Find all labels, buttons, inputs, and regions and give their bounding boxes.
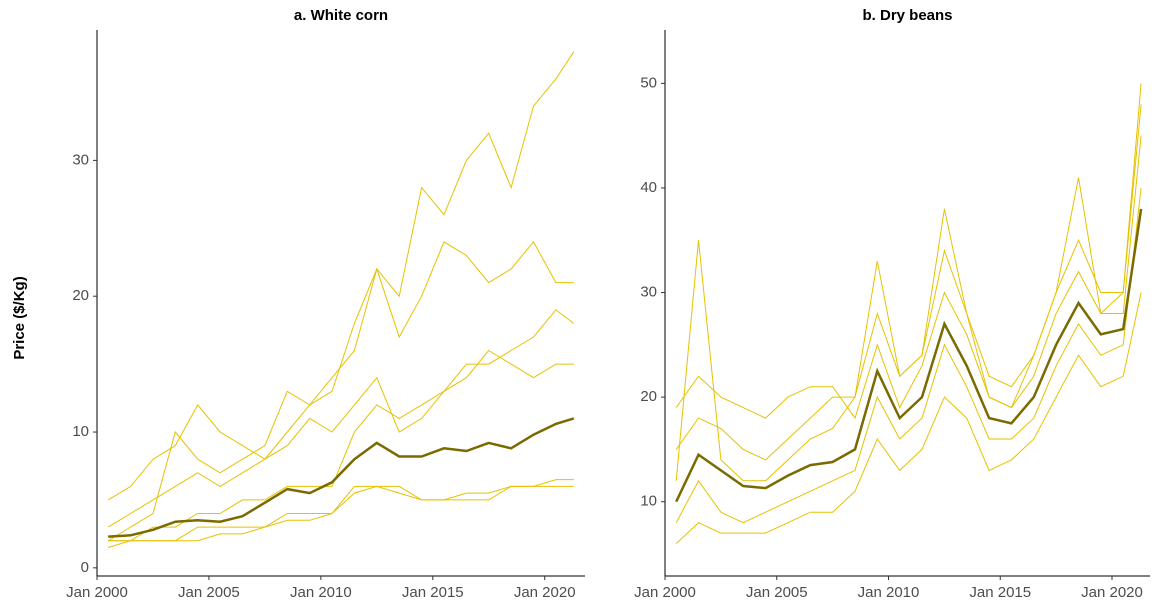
y-tick-label: 0: [81, 559, 89, 576]
price-line: [107, 51, 575, 528]
price-line: [675, 104, 1142, 461]
panel-title: a. White corn: [294, 7, 388, 24]
mean-line: [108, 417, 575, 538]
y-tick-label: 20: [640, 388, 657, 405]
x-tick-label: Jan 2000: [634, 584, 696, 601]
x-tick-label: Jan 2000: [66, 584, 128, 601]
y-tick-label: 40: [640, 179, 657, 196]
price-line: [107, 349, 574, 501]
y-tick-label: 30: [72, 151, 89, 168]
x-tick-label: Jan 2005: [746, 584, 808, 601]
x-tick-label: Jan 2005: [178, 584, 240, 601]
x-tick-label: Jan 2015: [402, 584, 464, 601]
y-tick-label: 20: [72, 287, 89, 304]
price-line: [675, 83, 1142, 482]
x-tick-label: Jan 2020: [514, 584, 576, 601]
y-axis-label: Price ($/Kg): [11, 276, 28, 359]
x-tick-label: Jan 2020: [1081, 584, 1143, 601]
price-line: [108, 309, 575, 542]
x-tick-label: Jan 2015: [969, 584, 1031, 601]
y-tick-label: 50: [640, 74, 657, 91]
y-tick-label: 30: [640, 284, 657, 301]
price-line: [675, 135, 1142, 420]
y-tick-label: 10: [72, 423, 89, 440]
x-tick-label: Jan 2010: [290, 584, 352, 601]
x-tick-label: Jan 2010: [858, 584, 920, 601]
price-line: [108, 479, 574, 548]
price-line: [675, 292, 1142, 544]
price-line: [108, 485, 574, 542]
mean-line: [675, 208, 1143, 503]
y-tick-label: 10: [640, 493, 657, 510]
price-line: [107, 241, 574, 542]
price-line: [675, 187, 1142, 524]
panel-title: b. Dry beans: [862, 7, 952, 24]
